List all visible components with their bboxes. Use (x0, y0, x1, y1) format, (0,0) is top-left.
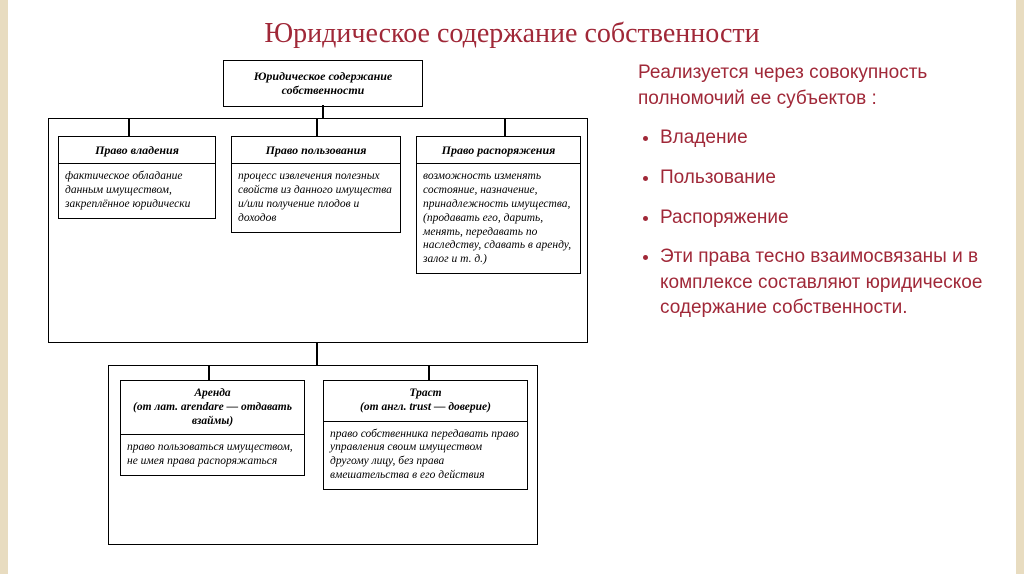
col3-header: Право распоряжения (417, 137, 580, 164)
col2-header: Право пользования (232, 137, 400, 164)
col1-box: Право владения фактическое обладание дан… (58, 136, 216, 219)
bot1-box: Аренда (от лат. arendare — отдавать взай… (120, 380, 305, 476)
diagram: Юридическое содержание собственности Пра… (48, 60, 608, 560)
col1-body: фактическое обладание данным имуществом,… (59, 164, 215, 217)
col2-body: процесс извлечения полезных свойств из д… (232, 164, 400, 231)
line-c3-down (504, 118, 506, 136)
line-c2-down (316, 118, 318, 136)
line-mid-down (316, 343, 318, 365)
root-box: Юридическое содержание собственности (223, 60, 423, 107)
line-c1-down (128, 118, 130, 136)
line-root-down (322, 105, 324, 118)
sidebar-text: Реализуется через совокупность полномочи… (608, 60, 986, 560)
list-item: Эти права тесно взаимосвязаны и в компле… (660, 244, 986, 321)
col1-header: Право владения (59, 137, 215, 164)
list-item: Распоряжение (660, 205, 986, 231)
col3-box: Право распоряжения возможность изменять … (416, 136, 581, 274)
sidebar-list: Владение Пользование Распоряжение Эти пр… (638, 125, 986, 321)
bot2-header: Траст (от англ. trust — доверие) (324, 381, 527, 422)
line-b1-down (208, 365, 210, 380)
sidebar-intro: Реализуется через совокупность полномочи… (638, 60, 986, 111)
list-item: Владение (660, 125, 986, 151)
bot1-body: право пользоваться имуществом, не имея п… (121, 435, 304, 475)
content-area: Юридическое содержание собственности Пра… (8, 50, 1016, 560)
col3-body: возможность изменять состояние, назначен… (417, 164, 580, 273)
bot1-header: Аренда (от лат. arendare — отдавать взай… (121, 381, 304, 435)
bot2-body: право собственника передавать право упра… (324, 422, 527, 489)
bot2-box: Траст (от англ. trust — доверие) право с… (323, 380, 528, 490)
col2-box: Право пользования процесс извлечения пол… (231, 136, 401, 233)
line-b2-down (428, 365, 430, 380)
list-item: Пользование (660, 165, 986, 191)
page-title: Юридическое содержание собственности (8, 0, 1016, 50)
